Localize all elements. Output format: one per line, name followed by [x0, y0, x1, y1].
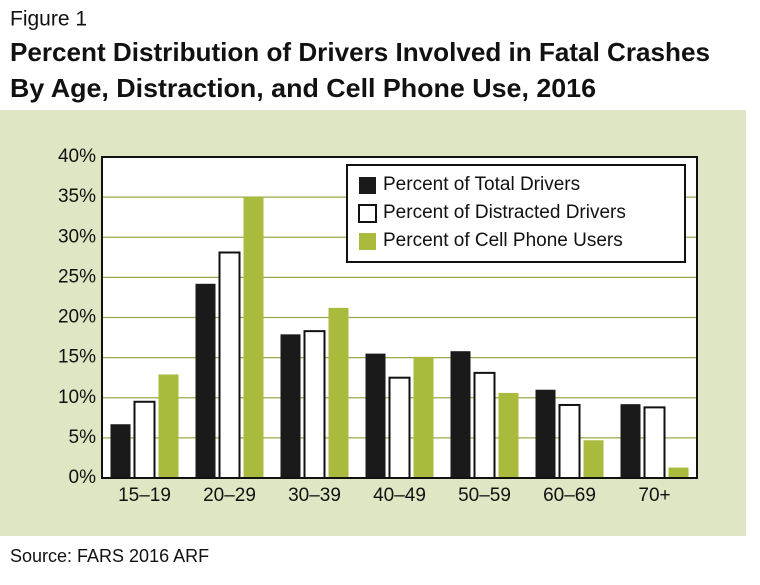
figure-label: Figure 1	[10, 8, 87, 31]
bar	[643, 406, 666, 480]
bar	[303, 330, 326, 479]
y-tick-label: 5%	[69, 427, 97, 448]
y-tick-label: 20%	[58, 307, 96, 328]
x-tick-label: 60–69	[543, 485, 596, 506]
x-tick-label: 40–49	[373, 485, 426, 506]
bar	[535, 389, 556, 478]
bar	[498, 392, 519, 478]
bar	[668, 467, 689, 478]
legend-swatch	[359, 177, 376, 194]
bar	[450, 351, 471, 478]
legend-label: Percent of Cell Phone Users	[383, 230, 623, 251]
bar	[558, 403, 581, 479]
y-tick-label: 30%	[58, 226, 96, 247]
y-tick-label: 40%	[58, 146, 96, 167]
bar	[328, 307, 349, 478]
y-tick-label: 15%	[58, 347, 96, 368]
bar	[110, 424, 131, 478]
bar	[583, 440, 604, 478]
y-tick-label: 25%	[58, 266, 96, 287]
legend-box	[346, 164, 686, 263]
bar	[218, 251, 241, 479]
bar	[133, 400, 156, 480]
y-tick-label: 35%	[58, 186, 96, 207]
bar	[365, 353, 386, 478]
bar	[195, 283, 216, 478]
legend-swatch	[358, 204, 377, 223]
x-tick-label: 15–19	[118, 485, 171, 506]
bar	[158, 374, 179, 478]
bar	[413, 356, 434, 478]
legend-label: Percent of Total Drivers	[383, 174, 580, 195]
plot-border	[101, 156, 698, 479]
y-tick-label: 10%	[58, 387, 96, 408]
legend-label: Percent of Distracted Drivers	[383, 202, 626, 223]
bar	[388, 376, 411, 479]
x-tick-label: 30–39	[288, 485, 341, 506]
bar	[280, 334, 301, 478]
x-tick-label: 50–59	[458, 485, 511, 506]
chart-title: Percent Distribution of Drivers Involved…	[10, 37, 710, 67]
legend-swatch	[359, 233, 376, 250]
y-tick-label: 0%	[69, 467, 97, 488]
bar	[620, 404, 641, 478]
bar	[243, 197, 264, 478]
x-tick-label: 70+	[638, 485, 670, 506]
chart-title: By Age, Distraction, and Cell Phone Use,…	[10, 73, 596, 103]
bar	[473, 371, 496, 479]
x-tick-label: 20–29	[203, 485, 256, 506]
source: Source: FARS 2016 ARF	[10, 546, 209, 566]
